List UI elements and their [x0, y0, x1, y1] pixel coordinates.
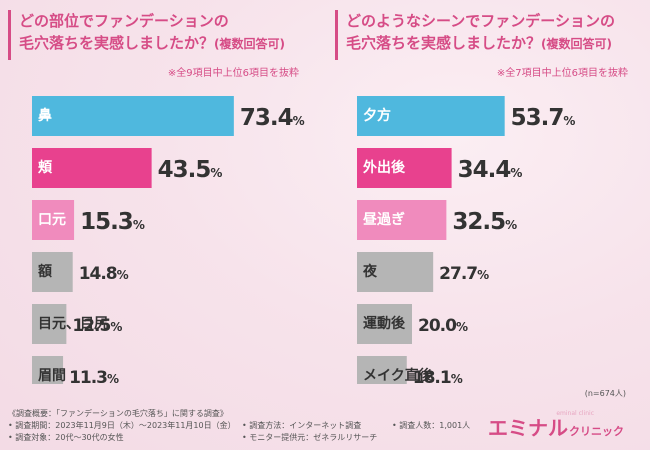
- survey-count: • 調査人数：1,001人: [392, 421, 471, 430]
- bar: [32, 356, 64, 384]
- survey-period: • 調査期間：2023年11月9日（木）〜2023年11月10日（金）: [8, 421, 236, 430]
- bar-value-label: 53.7: [510, 105, 565, 131]
- bar-category-label: 口元: [38, 212, 66, 228]
- bar-value-label: 73.4: [239, 105, 294, 131]
- bar-category-label: メイク直後: [363, 368, 433, 384]
- right-title-main: 毛穴落ちを実感しましたか？: [346, 34, 542, 52]
- bar-category-label: 夕方: [363, 108, 391, 124]
- bar-value-unit: %: [292, 114, 305, 128]
- bar-value-label: 32.5: [452, 209, 506, 235]
- survey-target: • 調査対象：20代〜30代の女性: [8, 433, 124, 442]
- bar-value-label: 43.5: [157, 157, 212, 183]
- bar-category-label: 昼過ぎ: [363, 212, 405, 228]
- left-bar-chart: 鼻 73.4% 頬 43.5% 口元 15.3% 額 14.8% 目元、目尻 12.5% 眉間 11.…: [0, 84, 325, 388]
- bar-value-label: 20.0: [418, 316, 457, 336]
- bar-value: 15.3%: [80, 200, 145, 240]
- brand-suffix: クリニック: [569, 425, 624, 438]
- bar-value: 53.7%: [511, 96, 576, 136]
- bar-category-label: 夜: [363, 264, 377, 280]
- bar-category-label: 外出後: [363, 160, 405, 176]
- bar-value-label: 27.7: [439, 264, 478, 284]
- left-title-main: 毛穴落ちを実感しましたか？: [19, 34, 215, 52]
- bar-value: 27.7%: [439, 252, 489, 292]
- bar-chart-svg: [32, 96, 234, 384]
- right-title: どのようなシーンでファンデーションの 毛穴落ちを実感しましたか？(複数回答可): [335, 10, 646, 60]
- bar-value-label: 15.3: [80, 209, 134, 235]
- bar-category-label: 眉間: [38, 368, 66, 384]
- bar-value-unit: %: [477, 268, 490, 282]
- survey-footer: 《調査概要：「ファンデーションの毛穴落ち」に関する調査》 • 調査期間：2023…: [0, 398, 650, 450]
- bar-value-unit: %: [210, 166, 223, 180]
- bar-value: 18.1%: [413, 356, 463, 396]
- bar-value-label: 18.1: [412, 368, 452, 388]
- bar-chart-svg: [357, 96, 505, 384]
- left-title-sub: (複数回答可): [214, 37, 285, 51]
- brand-logo: エミナルクリニック: [488, 412, 624, 441]
- bar-category-label: 額: [38, 264, 52, 280]
- right-title-line2: 毛穴落ちを実感しましたか？(複数回答可): [346, 32, 646, 55]
- brand-name: エミナル: [488, 416, 568, 440]
- survey-monitor: • モニター提供元：ゼネラルリサーチ: [242, 433, 378, 442]
- bar-value-unit: %: [455, 320, 468, 334]
- bar-value-label: 34.4: [457, 157, 512, 183]
- bar: [32, 200, 75, 240]
- left-title: どの部位でファンデーションの 毛穴落ちを実感しましたか？(複数回答可): [8, 10, 315, 60]
- bar: [32, 252, 73, 292]
- left-note: ※全9項目中上位6項目を抜粋: [167, 68, 299, 79]
- bar: [32, 304, 67, 344]
- bar-value: 43.5%: [158, 148, 223, 188]
- bar-value-unit: %: [116, 268, 129, 282]
- bar: [357, 356, 407, 384]
- bar-category-label: 運動後: [363, 316, 405, 332]
- bar-category-label: 頬: [38, 160, 52, 176]
- bar-value-unit: %: [450, 372, 463, 386]
- bar-value-unit: %: [505, 218, 518, 232]
- bar-value-label: 12.5: [72, 316, 111, 336]
- bar-value-label: 14.8: [78, 264, 118, 284]
- bar-value-unit: %: [110, 320, 123, 334]
- bar: [357, 252, 434, 292]
- bar-value: 20.0%: [418, 304, 468, 344]
- bar-category-label: 目元、目尻: [38, 316, 108, 332]
- right-title-line1: どのようなシーンでファンデーションの: [346, 12, 615, 30]
- bar: [357, 304, 412, 344]
- survey-title: 《調査概要：「ファンデーションの毛穴落ち」に関する調査》: [8, 409, 228, 418]
- bar-value: 14.8%: [79, 252, 129, 292]
- left-title-line2: 毛穴落ちを実感しましたか？(複数回答可): [19, 32, 315, 55]
- bar: [357, 96, 505, 136]
- bar-value: 11.3%: [69, 356, 119, 396]
- bar-value-unit: %: [107, 372, 120, 386]
- brand-tag: eminal clinic: [556, 410, 594, 417]
- bar-value-label: 11.3: [69, 368, 108, 388]
- left-title-line1: どの部位でファンデーションの: [19, 12, 229, 30]
- sample-size: (n=674人): [584, 389, 626, 398]
- bar-value: 32.5%: [452, 200, 517, 240]
- survey-method: • 調査方法：インターネット調査: [242, 421, 362, 430]
- bar-value: 73.4%: [240, 96, 305, 136]
- bar-value: 12.5%: [72, 304, 122, 344]
- bar-value-unit: %: [563, 114, 576, 128]
- bar-value-unit: %: [132, 218, 145, 232]
- right-title-sub: (複数回答可): [541, 37, 612, 51]
- bar-value: 34.4%: [458, 148, 523, 188]
- right-note: ※全7項目中上位6項目を抜粋: [496, 68, 628, 79]
- right-bar-chart: 夕方 53.7% 外出後 34.4% 昼過ぎ 32.5% 夜 27.7% 運動後 20.0% メイク…: [325, 84, 650, 388]
- right-panel: どのようなシーンでファンデーションの 毛穴落ちを実感しましたか？(複数回答可) …: [325, 0, 650, 388]
- left-panel: どの部位でファンデーションの 毛穴落ちを実感しましたか？(複数回答可) ※全9項…: [0, 0, 325, 388]
- bar-category-label: 鼻: [38, 108, 52, 124]
- bar: [357, 148, 452, 188]
- bar: [32, 148, 152, 188]
- bar: [357, 200, 447, 240]
- bar: [32, 96, 234, 136]
- bar-value-unit: %: [510, 166, 523, 180]
